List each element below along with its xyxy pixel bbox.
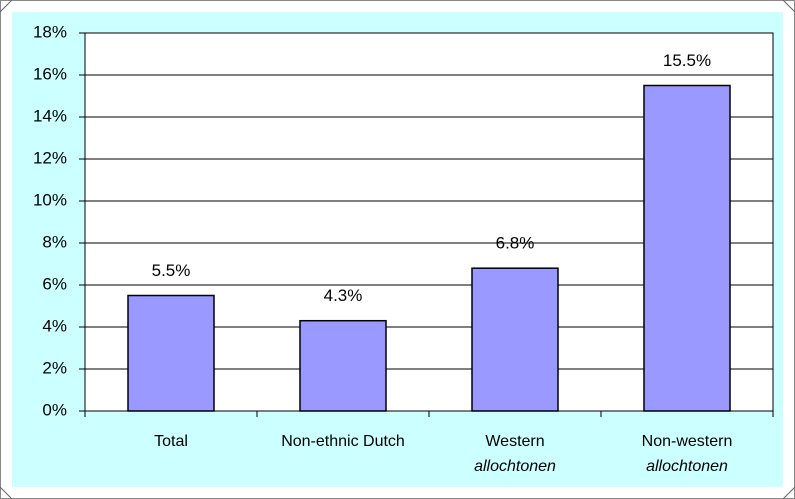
bar — [471, 267, 559, 412]
value-label: 6.8% — [496, 234, 535, 253]
value-label: 5.5% — [152, 261, 191, 280]
value-label: 4.3% — [324, 286, 363, 305]
y-tick-label: 16% — [33, 64, 67, 83]
y-tick-label: 14% — [33, 106, 67, 125]
bar — [299, 319, 387, 412]
y-tick-label: 4% — [42, 316, 67, 335]
y-tick-label: 6% — [42, 274, 67, 293]
bar — [127, 294, 215, 412]
y-tick-label: 12% — [33, 148, 67, 167]
x-tick-label: Non-western — [642, 433, 733, 450]
x-tick-label: Western — [485, 433, 544, 450]
y-tick-label: 10% — [33, 190, 67, 209]
bar — [643, 84, 731, 412]
x-tick-label: allochtonen — [474, 458, 556, 475]
x-tick-label: Non-ethnic Dutch — [281, 433, 405, 450]
y-tick-label: 18% — [33, 22, 67, 41]
x-tick-label: Total — [154, 433, 188, 450]
x-tick-label: allochtonen — [646, 458, 728, 475]
y-tick-label: 0% — [42, 400, 67, 419]
value-label: 15.5% — [663, 51, 711, 70]
y-tick-label: 8% — [42, 232, 67, 251]
y-tick-label: 2% — [42, 358, 67, 377]
